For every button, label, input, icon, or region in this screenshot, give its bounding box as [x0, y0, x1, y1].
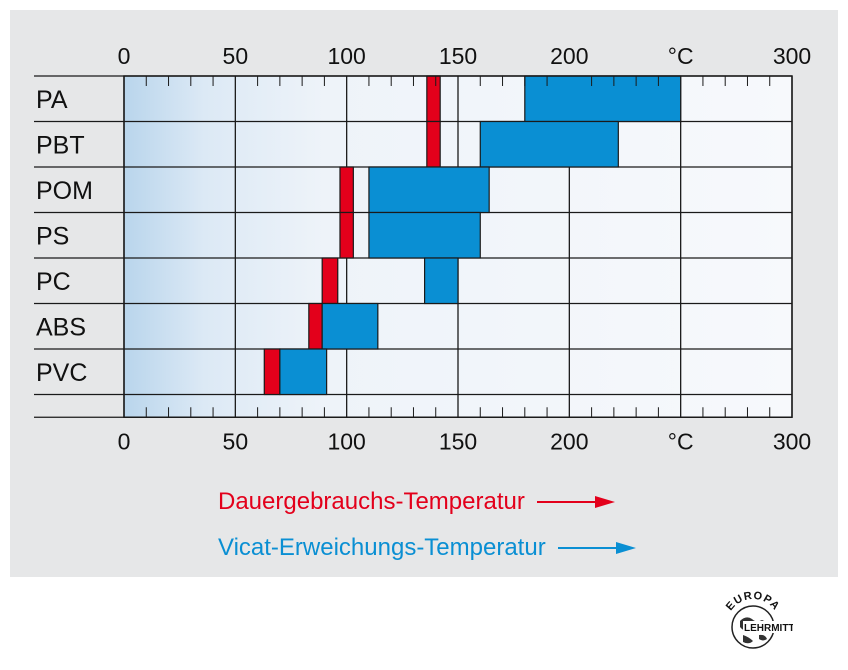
legend-dauergebrauchs: Dauergebrauchs-Temperatur [218, 488, 617, 516]
tick-label-top: 100 [327, 43, 365, 69]
plot-frame [123, 75, 793, 418]
tick-label-top: 0 [118, 43, 131, 69]
bar-pbt-dauer [426, 120, 441, 168]
bar-pom-dauer [339, 166, 354, 214]
bars [263, 75, 682, 396]
tick-label-top: 300 [773, 43, 811, 69]
bar-abs-dauer [308, 302, 323, 350]
chart-panel: 0 0 50 50 100 100 150 150 200 200 °C °C 300 300 PA PBT P… [10, 10, 838, 577]
tick-label-top: °C [668, 43, 694, 69]
tick-label-bottom: 0 [118, 428, 131, 454]
bar-pc-vicat [424, 257, 459, 305]
bar-pc-dauer [321, 257, 339, 305]
tick-label-bottom: 300 [773, 428, 811, 454]
legend-vicat: Vicat-Erweichungs-Temperatur [218, 534, 638, 562]
tick-label-bottom: 100 [327, 428, 365, 454]
temperature-chart: 0 0 50 50 100 100 150 150 200 200 °C °C 300 300 PA PBT P… [34, 43, 811, 454]
category-label-pc: PC [36, 268, 71, 296]
tick-label-bottom: 200 [550, 428, 588, 454]
category-label-pom: POM [36, 177, 93, 205]
bar-pvc-dauer [263, 348, 281, 396]
category-label-pbt: PBT [36, 131, 85, 159]
legend-label-vicat: Vicat-Erweichungs-Temperatur [218, 534, 546, 561]
labels: 0 0 50 50 100 100 150 150 200 200 °C °C 300 300 PA PBT P… [36, 43, 811, 454]
bar-pa-dauer [426, 75, 441, 123]
category-label-pa: PA [36, 86, 68, 114]
category-label-ps: PS [36, 222, 69, 250]
tick-label-top: 50 [223, 43, 249, 69]
tick-label-top: 200 [550, 43, 588, 69]
bar-pbt-vicat [479, 120, 619, 168]
tick-label-bottom: 50 [223, 428, 249, 454]
bar-ps-vicat [368, 211, 481, 259]
logo-lehrmittel-text: LEHRMITTEL [744, 623, 793, 634]
legend-arrow-red-icon [536, 496, 615, 508]
tick-label-bottom: °C [668, 428, 694, 454]
legend-label-dauergebrauchs: Dauergebrauchs-Temperatur [218, 488, 525, 515]
bar-abs-vicat [321, 302, 379, 350]
bar-ps-dauer [339, 211, 354, 259]
europa-lehrmittel-logo: EUROPA LEHRMITTEL [724, 590, 793, 649]
tick-label-bottom: 150 [439, 428, 477, 454]
bar-pom-vicat [368, 166, 490, 214]
category-label-abs: ABS [36, 313, 86, 341]
tick-label-top: 150 [439, 43, 477, 69]
bar-pvc-vicat [279, 348, 328, 396]
bar-pa-vicat [524, 75, 682, 123]
legend-arrow-blue-icon [557, 542, 636, 554]
ticks [123, 75, 793, 418]
category-label-pvc: PVC [36, 359, 87, 387]
